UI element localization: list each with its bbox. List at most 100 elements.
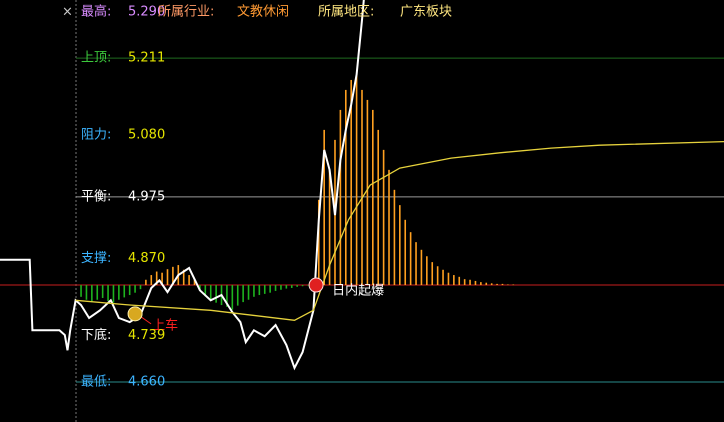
bar <box>96 285 99 300</box>
bar <box>485 282 488 286</box>
bar <box>317 199 320 286</box>
level-value: 5.290 <box>128 4 165 19</box>
bar <box>172 266 174 286</box>
level-name: 最低: <box>81 375 111 390</box>
bar <box>128 285 131 296</box>
bar <box>366 99 369 286</box>
bar <box>323 129 325 286</box>
bar <box>355 75 358 286</box>
bar <box>490 283 493 286</box>
level-name: 支撑: <box>81 251 111 266</box>
bar <box>247 285 250 300</box>
bar <box>377 129 380 286</box>
level-name: 下底: <box>81 327 111 343</box>
bar <box>463 279 466 286</box>
level-value: 4.739 <box>128 328 165 343</box>
bar <box>453 275 455 286</box>
bar <box>361 89 363 286</box>
bar <box>496 283 498 286</box>
bar <box>344 89 347 286</box>
bar <box>350 79 352 286</box>
industry-label: 所属行业: <box>158 5 214 20</box>
bar <box>296 285 298 287</box>
level-value: 4.870 <box>128 251 165 266</box>
bar <box>112 285 115 303</box>
bar <box>166 269 169 286</box>
bar <box>150 275 153 286</box>
bar <box>269 285 271 293</box>
industry: 文教休闲 <box>237 4 289 20</box>
level-name: 平衡: <box>81 189 111 204</box>
bar <box>204 285 207 297</box>
bar <box>474 280 477 286</box>
bar <box>134 285 136 293</box>
level-name: 上顶: <box>81 51 111 66</box>
bar <box>339 109 342 286</box>
region-label: 所属地区: <box>318 5 374 20</box>
bar <box>101 285 104 298</box>
bar <box>209 285 212 300</box>
bar <box>193 279 196 286</box>
bar <box>480 282 482 286</box>
bar <box>399 205 401 286</box>
bar <box>426 256 428 286</box>
bar <box>85 285 88 300</box>
bar <box>512 284 515 286</box>
bar <box>139 285 142 290</box>
bar <box>155 271 158 286</box>
bar <box>442 269 444 286</box>
bar <box>393 189 396 286</box>
bar <box>404 219 407 286</box>
bar <box>415 242 417 286</box>
bar <box>458 276 461 286</box>
bar <box>145 279 147 286</box>
bar <box>91 285 93 303</box>
bar <box>447 272 450 286</box>
bar <box>118 285 120 300</box>
bar <box>253 285 255 297</box>
bar <box>301 285 304 287</box>
bar <box>242 285 244 303</box>
level-value: 5.211 <box>128 51 165 66</box>
bar <box>215 285 217 303</box>
bar <box>236 285 239 306</box>
bar <box>431 262 434 286</box>
bar <box>188 275 190 286</box>
annotation-pointer <box>140 316 152 325</box>
annotation: 上车 <box>152 317 178 333</box>
level-value: 4.660 <box>128 375 165 390</box>
bar <box>226 285 228 307</box>
bar <box>507 284 509 286</box>
bar <box>182 269 185 286</box>
bar <box>328 169 331 286</box>
bar <box>80 285 82 297</box>
bar <box>258 285 261 296</box>
bar <box>382 149 385 286</box>
level-labels: 最高: 5.290 上顶: 5.211 阻力: 5.080 平衡: 4.975 支撑: 4.870… <box>81 3 165 389</box>
bar <box>436 266 439 286</box>
bar <box>388 169 390 286</box>
bar <box>263 285 266 294</box>
level-name: 最高: <box>81 3 111 19</box>
burst-marker <box>308 277 324 293</box>
bar <box>199 285 201 291</box>
price-line <box>75 140 724 321</box>
bar <box>161 272 163 286</box>
bar <box>469 279 471 286</box>
close-button[interactable]: × <box>62 5 73 20</box>
buy-marker <box>127 306 143 322</box>
bar <box>409 232 412 286</box>
bar <box>285 285 288 289</box>
level-value: 4.975 <box>128 189 165 204</box>
level-name: 阻力: <box>81 128 111 143</box>
bar <box>290 285 293 288</box>
bar <box>501 283 504 286</box>
region: 广东板块 <box>400 5 452 20</box>
bar <box>372 109 374 286</box>
annotation: 日内起爆 <box>332 283 384 299</box>
level-value: 5.080 <box>128 128 165 143</box>
bar <box>280 285 282 290</box>
levels <box>76 57 724 383</box>
